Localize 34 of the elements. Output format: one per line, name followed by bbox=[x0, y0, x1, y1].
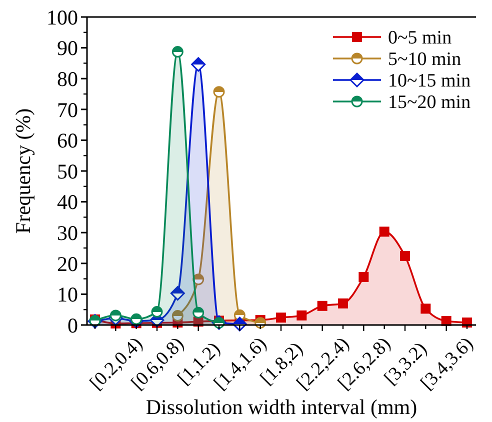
point bbox=[296, 310, 307, 320]
y-tick-label: 50 bbox=[57, 159, 78, 184]
point bbox=[276, 312, 286, 323]
point bbox=[110, 310, 122, 322]
legend-label: 5~10 min bbox=[388, 49, 462, 70]
point bbox=[172, 310, 184, 322]
y-axis-title: Frequency (%) bbox=[11, 108, 35, 234]
point bbox=[192, 274, 204, 286]
point bbox=[172, 46, 184, 58]
y-tick-label: 80 bbox=[57, 66, 78, 91]
y-tick-label: 30 bbox=[57, 220, 78, 245]
y-tick-label: 10 bbox=[57, 282, 78, 307]
point bbox=[420, 304, 431, 314]
point bbox=[170, 286, 185, 301]
y-tick-label: 60 bbox=[57, 128, 78, 153]
y-tick-label: 40 bbox=[57, 190, 78, 214]
y-tick-label: 0 bbox=[68, 313, 78, 338]
legend-label: 10~15 min bbox=[388, 70, 472, 92]
point bbox=[151, 306, 163, 318]
point bbox=[213, 86, 225, 98]
y-tick-label: 70 bbox=[57, 98, 78, 122]
y-tick-label: 90 bbox=[57, 36, 78, 60]
point bbox=[191, 57, 206, 72]
point bbox=[379, 226, 390, 237]
x-axis-title: Dissolution width interval (mm) bbox=[146, 395, 418, 419]
y-tick-label: 100 bbox=[46, 5, 78, 30]
point bbox=[358, 272, 369, 282]
point bbox=[192, 306, 204, 318]
legend-label: 0~5 min bbox=[388, 28, 452, 49]
point bbox=[400, 251, 410, 262]
y-tick-label: 20 bbox=[57, 252, 78, 276]
legend-label: 15~20 min bbox=[388, 92, 472, 114]
point bbox=[317, 300, 328, 311]
point bbox=[338, 298, 348, 308]
